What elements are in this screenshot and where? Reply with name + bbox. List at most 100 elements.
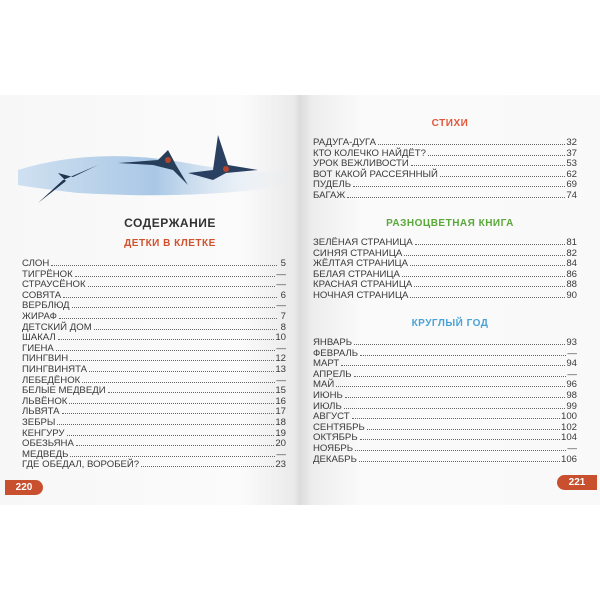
entry-page: 16 bbox=[275, 395, 286, 407]
toc-entry[interactable]: СТРАУСЁНОК — bbox=[22, 279, 286, 290]
entry-page: 96 bbox=[566, 379, 577, 391]
entry-page: — bbox=[276, 268, 286, 280]
entry-page: 86 bbox=[566, 268, 577, 280]
entry-page: — bbox=[567, 442, 577, 454]
toc-entry[interactable]: МЕДВЕДЬ — bbox=[22, 448, 286, 460]
toc-entry[interactable]: ЯНВАРЬ 93 bbox=[313, 337, 577, 347]
toc-entry[interactable]: БЕЛЫЕ МЕДВЕДИ 15 bbox=[22, 385, 286, 396]
toc-entry[interactable]: ВЕРБЛЮД — bbox=[22, 300, 286, 311]
toc-entry[interactable]: МАРТ 94 bbox=[313, 358, 577, 369]
entry-title: ТИГРЁНОК bbox=[22, 268, 73, 280]
entry-title: ИЮНЬ bbox=[313, 389, 343, 401]
toc-entry[interactable]: ИЮЛЬ 99 bbox=[313, 400, 577, 412]
toc-entry[interactable]: ЖИРАФ 7 bbox=[22, 311, 286, 321]
dot-leader bbox=[428, 148, 566, 156]
swallows-illustration bbox=[18, 135, 293, 203]
toc-entry[interactable]: ГИЕНА — bbox=[22, 342, 286, 354]
toc-entry[interactable]: ЛЬВЯТА 17 bbox=[22, 406, 286, 417]
dot-leader bbox=[414, 279, 566, 288]
toc-entry[interactable]: БАГАЖ 74 bbox=[313, 190, 577, 200]
section-title: РАЗНОЦВЕТНАЯ КНИГА bbox=[386, 218, 514, 229]
toc-entry[interactable]: ЗЕЛЁНАЯ СТРАНИЦА 81 bbox=[313, 237, 577, 247]
entry-title: СИНЯЯ СТРАНИЦА bbox=[313, 247, 403, 259]
entry-page: — bbox=[567, 368, 577, 380]
toc-entry[interactable]: ФЕВРАЛЬ — bbox=[313, 347, 577, 359]
toc-entry[interactable]: ОКТЯБРЬ 104 bbox=[313, 432, 577, 443]
entry-page: 100 bbox=[560, 411, 577, 423]
entry-title: КТО КОЛЕЧКО НАЙДЁТ? bbox=[313, 147, 426, 159]
toc-entry[interactable]: АВГУСТ 100 bbox=[313, 411, 577, 422]
dot-leader bbox=[353, 179, 566, 188]
toc-entry[interactable]: СОВЯТА 6 bbox=[22, 290, 286, 300]
toc-entry[interactable]: БЕЛАЯ СТРАНИЦА 86 bbox=[313, 268, 577, 280]
dot-leader bbox=[401, 269, 566, 277]
toc-entry[interactable]: ЛЬВЁНОК 16 bbox=[22, 395, 286, 407]
toc-entry[interactable]: УРОК ВЕЖЛИВОСТИ 53 bbox=[313, 158, 577, 169]
entry-title: ФЕВРАЛЬ bbox=[313, 347, 359, 359]
dot-leader bbox=[70, 449, 276, 457]
toc-entry[interactable]: ЖЁЛТАЯ СТРАНИЦА 84 bbox=[313, 258, 577, 269]
toc-entry[interactable]: КРАСНАЯ СТРАНИЦА 88 bbox=[313, 279, 577, 290]
toc-entry[interactable]: ДЕТСКИЙ ДОМ 8 bbox=[22, 321, 286, 333]
dot-leader bbox=[366, 422, 560, 430]
entry-title: ПИНГВИН bbox=[22, 353, 69, 365]
dot-leader bbox=[93, 322, 277, 330]
entry-page: 18 bbox=[275, 416, 286, 428]
entry-page: 17 bbox=[275, 406, 286, 418]
toc-entry[interactable]: ДЕКАБРЬ 106 bbox=[313, 453, 577, 465]
toc-entry[interactable]: ПИНГВИН 12 bbox=[22, 353, 286, 364]
toc-entry[interactable]: СЕНТЯБРЬ 102 bbox=[313, 422, 577, 432]
entry-page: — bbox=[276, 342, 286, 354]
toc-entry[interactable]: АПРЕЛЬ — bbox=[313, 368, 577, 380]
entry-title: ОБЕЗЬЯНА bbox=[22, 438, 74, 450]
toc-entry[interactable]: ТИГРЁНОК — bbox=[22, 268, 286, 280]
dot-leader bbox=[341, 358, 566, 367]
toc-entry[interactable]: СЛОН 5 bbox=[22, 258, 286, 269]
toc-entry[interactable]: ПУДЕЛЬ 69 bbox=[313, 179, 577, 190]
section-title: ДЕТКИ В КЛЕТКЕ bbox=[124, 238, 216, 249]
entry-page: 99 bbox=[566, 400, 577, 412]
entry-title: УРОК ВЕЖЛИВОСТИ bbox=[313, 158, 409, 170]
toc-entry[interactable]: НОЧНАЯ СТРАНИЦА 90 bbox=[313, 290, 577, 300]
dot-leader bbox=[70, 353, 275, 362]
entry-page: — bbox=[276, 374, 286, 386]
toc-entry[interactable]: ВОТ КАКОЙ РАССЕЯННЫЙ 62 bbox=[313, 168, 577, 180]
entry-page: 20 bbox=[275, 438, 286, 450]
entry-title: СТРАУСЁНОК bbox=[22, 279, 86, 291]
toc-entry[interactable]: ОБЕЗЬЯНА 20 bbox=[22, 438, 286, 450]
toc-list-right: ЯНВАРЬ 93 ФЕВРАЛЬ — МАРТ 94 АПРЕЛЬ — МАЙ 96 ИЮНЬ 98… bbox=[313, 337, 577, 464]
toc-entry[interactable]: ЛЕБЕДЁНОК — bbox=[22, 374, 286, 386]
toc-entry[interactable]: ГДЕ ОБЕДАЛ, ВОРОБЕЙ? 23 bbox=[22, 459, 286, 470]
dot-leader bbox=[87, 279, 276, 288]
dot-leader bbox=[57, 332, 275, 341]
toc-entry[interactable]: НОЯБРЬ — bbox=[313, 442, 577, 454]
entry-page: 106 bbox=[560, 453, 577, 465]
entry-page: 104 bbox=[560, 432, 577, 444]
toc-entry[interactable]: ШАКАЛ 10 bbox=[22, 332, 286, 343]
toc-entry[interactable]: ЗЕБРЫ 18 bbox=[22, 416, 286, 428]
toc-entry[interactable]: КТО КОЛЕЧКО НАЙДЁТ? 37 bbox=[313, 147, 577, 159]
entry-page: 98 bbox=[566, 389, 577, 401]
entry-title: ВОТ КАКОЙ РАССЕЯННЫЙ bbox=[313, 168, 438, 180]
toc-entry[interactable]: КЕНГУРУ 19 bbox=[22, 428, 286, 438]
entry-title: МАРТ bbox=[313, 358, 340, 370]
toc-list-right: ЗЕЛЁНАЯ СТРАНИЦА 81 СИНЯЯ СТРАНИЦА 82 ЖЁЛТАЯ… bbox=[313, 237, 577, 300]
toc-entry[interactable]: ПИНГВИНЯТА 13 bbox=[22, 364, 286, 374]
entry-title: БЕЛЫЕ МЕДВЕДИ bbox=[22, 385, 106, 397]
entry-title: СЛОН bbox=[22, 258, 50, 269]
toc-entry[interactable]: ИЮНЬ 98 bbox=[313, 389, 577, 401]
dot-leader bbox=[358, 454, 560, 462]
toc-entry[interactable]: МАЙ 96 bbox=[313, 379, 577, 390]
entry-title: ЗЕБРЫ bbox=[22, 416, 56, 428]
entry-page: 37 bbox=[566, 147, 577, 159]
entry-title: МЕДВЕДЬ bbox=[22, 448, 69, 460]
entry-title: ГИЕНА bbox=[22, 342, 54, 354]
entry-title: ДЕКАБРЬ bbox=[313, 453, 357, 465]
entry-title: ЛЕБЕДЁНОК bbox=[22, 374, 81, 386]
toc-entry[interactable]: СИНЯЯ СТРАНИЦА 82 bbox=[313, 247, 577, 259]
entry-title: РАДУГА-ДУГА bbox=[313, 137, 376, 148]
page-number-right: 221 bbox=[557, 475, 597, 490]
dot-leader bbox=[354, 337, 566, 345]
entry-title: ДЕТСКИЙ ДОМ bbox=[22, 321, 92, 333]
toc-entry[interactable]: РАДУГА-ДУГА 32 bbox=[313, 137, 577, 148]
